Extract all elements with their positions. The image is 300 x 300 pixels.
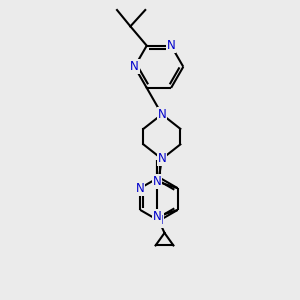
Text: N: N <box>158 108 166 121</box>
Text: N: N <box>130 60 139 73</box>
Text: N: N <box>153 210 161 223</box>
Text: N: N <box>167 39 176 52</box>
Text: N: N <box>153 175 161 188</box>
Text: N: N <box>158 152 166 165</box>
Text: N: N <box>154 214 163 227</box>
Text: N: N <box>136 182 145 195</box>
